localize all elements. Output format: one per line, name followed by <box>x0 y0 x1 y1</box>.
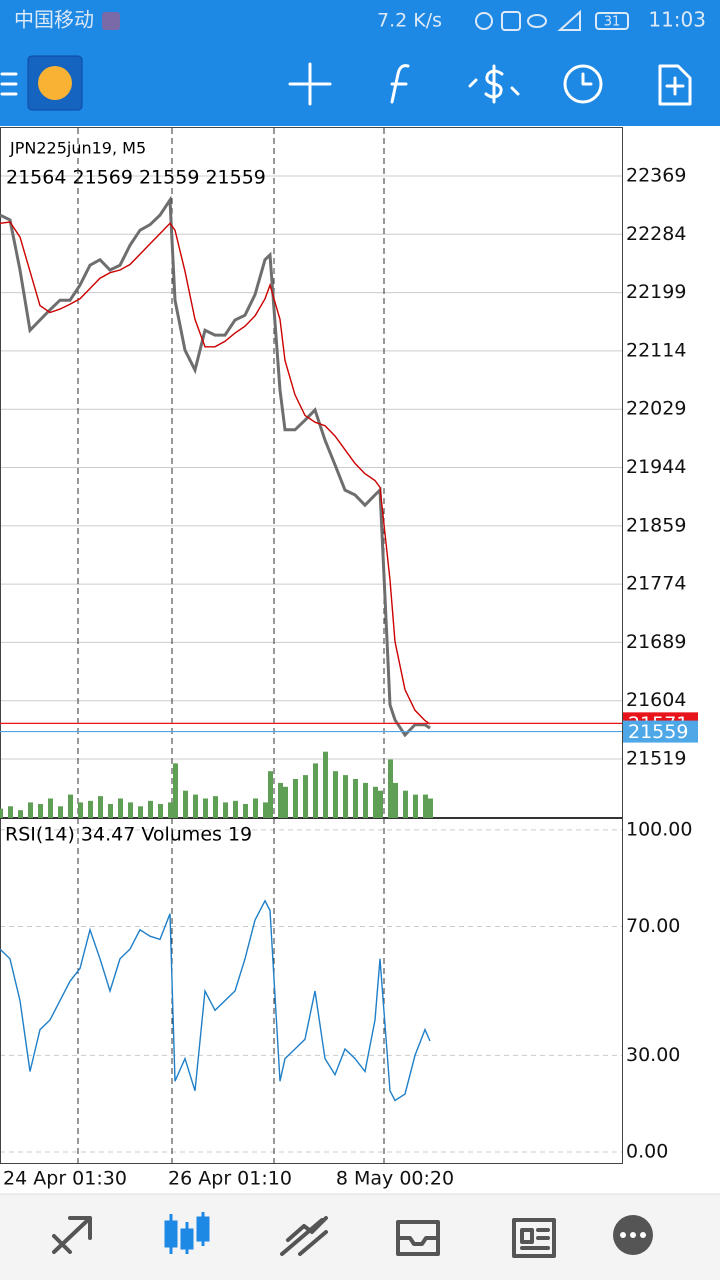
bottom-nav <box>0 1194 720 1280</box>
y-tick-label: 30.00 <box>626 1044 680 1066</box>
price-tag-label: 21559 <box>628 721 688 743</box>
volume-bar <box>293 779 298 818</box>
x-tick-label: 24 Apr 01:30 <box>3 1168 127 1190</box>
volume-bar <box>323 751 328 818</box>
timeframe-button[interactable] <box>563 64 603 104</box>
volume-bar <box>168 802 173 818</box>
y-tick-label: 22114 <box>626 339 686 361</box>
crosshair-button[interactable] <box>288 62 332 106</box>
volume-bar <box>423 794 428 818</box>
chat-tab[interactable] <box>613 1215 653 1255</box>
y-tick-label: 21774 <box>626 573 686 595</box>
volume-bar <box>333 771 338 818</box>
toolbar <box>0 55 692 111</box>
y-tick-label: 22369 <box>626 165 686 187</box>
quotes-tab[interactable] <box>52 1216 92 1254</box>
chart-frame <box>0 127 623 1164</box>
volume-bar <box>403 790 408 818</box>
y-tick-label: 22199 <box>626 281 686 303</box>
volume-bar <box>428 798 433 818</box>
volume-bar <box>413 794 418 818</box>
y-tick-label: 21689 <box>626 631 686 653</box>
battery: 31 <box>604 15 621 30</box>
ohlc-label: 21564 21569 21559 21559 <box>6 167 266 189</box>
volume-bar <box>203 798 208 818</box>
volume-bar <box>108 803 113 818</box>
net-speed: 7.2 K/s <box>377 10 442 32</box>
volume-bar <box>283 786 288 818</box>
volume-bar <box>303 775 308 818</box>
app-icon <box>102 12 120 30</box>
volume-bar <box>378 790 383 818</box>
volume-bar <box>158 803 163 818</box>
x-tick-label: 26 Apr 01:10 <box>168 1168 292 1190</box>
menu-button[interactable] <box>0 72 18 96</box>
indicators-button[interactable] <box>390 64 410 104</box>
volume-bar <box>88 800 93 818</box>
series-line <box>0 195 431 738</box>
volume-bar <box>173 763 178 818</box>
volume-bar <box>193 794 198 818</box>
volume-bar <box>278 782 283 818</box>
volume-bar <box>313 763 318 818</box>
y-tick-label: 21944 <box>626 456 686 478</box>
y-tick-label: 100.00 <box>626 818 692 840</box>
symbol-button[interactable] <box>468 64 520 104</box>
y-tick-label: 22284 <box>626 223 686 245</box>
volume-bar <box>128 802 133 818</box>
volume-bar <box>253 798 258 818</box>
logo-mark <box>38 66 72 100</box>
new-order-button[interactable] <box>658 64 692 106</box>
volume-bar <box>363 782 368 818</box>
y-tick-label: 21604 <box>626 689 686 711</box>
price-tag <box>623 720 698 743</box>
volume-bar <box>28 802 33 818</box>
volume-bar <box>8 806 13 818</box>
volume-bar <box>213 796 218 818</box>
status-icons <box>475 9 629 31</box>
volume-bar <box>183 790 188 818</box>
volume-bar <box>343 775 348 818</box>
history-tab[interactable] <box>396 1220 440 1256</box>
news-tab[interactable] <box>512 1218 556 1258</box>
x-tick-label: 8 May 00:20 <box>336 1168 454 1190</box>
volume-bar <box>393 782 398 818</box>
volume-bar <box>68 794 73 818</box>
volume-bar <box>268 771 273 818</box>
y-tick-label: 21519 <box>626 748 686 770</box>
volume-bar <box>98 796 103 818</box>
series-line <box>0 899 431 1102</box>
volume-bar <box>48 798 53 818</box>
clock: 11:03 <box>648 8 706 32</box>
volume-bar <box>353 779 358 818</box>
volume-bar <box>148 800 153 818</box>
volume-bar <box>243 803 248 818</box>
series-line <box>0 221 431 725</box>
trade-tab[interactable] <box>280 1216 328 1256</box>
volume-bar <box>373 786 378 818</box>
y-tick-label: 70.00 <box>626 915 680 937</box>
volume-bar <box>58 806 63 818</box>
volume-bar <box>233 800 238 818</box>
volume-bar <box>0 808 3 818</box>
volume-bar <box>118 798 123 818</box>
y-tick-label: 21859 <box>626 514 686 536</box>
volume-bar <box>78 802 83 818</box>
volume-bar <box>38 803 43 818</box>
carrier: 中国移动 <box>14 8 94 32</box>
volume-bar <box>223 802 228 818</box>
volume-bar <box>263 802 268 818</box>
y-tick-label: 22029 <box>626 398 686 420</box>
y-tick-label: 0.00 <box>626 1141 668 1163</box>
indicator-label: RSI(14) 34.47 Volumes 19 <box>5 824 252 846</box>
volume-bar <box>388 759 393 818</box>
volume-bar <box>18 810 23 818</box>
chart-tab[interactable] <box>164 1212 210 1254</box>
volume-bar <box>138 806 143 818</box>
